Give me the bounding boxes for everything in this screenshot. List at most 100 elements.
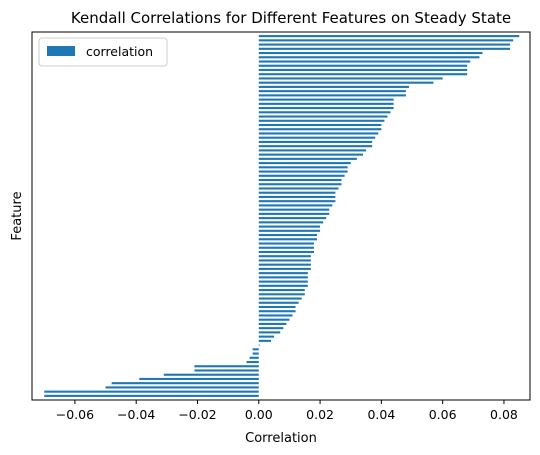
bar	[258, 39, 514, 42]
bar	[258, 272, 308, 275]
bar	[258, 250, 314, 254]
bar	[252, 348, 259, 351]
bar	[258, 145, 373, 148]
bar	[258, 305, 296, 309]
bar	[258, 322, 287, 325]
bar	[258, 242, 314, 245]
bar	[258, 43, 511, 46]
bar	[258, 111, 391, 114]
bar	[258, 225, 321, 228]
bar	[246, 360, 259, 364]
bar	[258, 149, 367, 152]
legend-entry-correlation: correlation	[86, 44, 153, 59]
bar	[258, 90, 406, 93]
bar	[258, 204, 333, 207]
bar	[258, 259, 311, 262]
bar	[258, 136, 376, 139]
bar	[258, 102, 394, 105]
x-tick-label: 0.00	[245, 407, 273, 422]
x-tick-label: −0.02	[178, 407, 216, 422]
x-axis-ticks: −0.06 −0.04 −0.02 0.00 0.02 0.04 0.06 0.08	[56, 400, 518, 422]
bar	[44, 390, 259, 393]
bar	[258, 310, 296, 313]
bar	[258, 60, 471, 63]
bar	[258, 339, 272, 342]
bar	[249, 356, 259, 359]
bar	[258, 301, 299, 304]
bar	[105, 386, 259, 389]
bar	[258, 200, 336, 203]
bar	[139, 377, 259, 381]
bar	[258, 85, 409, 88]
bar	[258, 255, 311, 258]
bar	[258, 132, 379, 135]
x-tick-label: 0.08	[490, 407, 518, 422]
bar	[258, 35, 520, 38]
bar	[194, 365, 259, 368]
bar	[258, 280, 308, 283]
bar	[258, 344, 260, 347]
bar	[258, 297, 302, 300]
y-axis-label: Feature	[10, 191, 25, 240]
bar	[258, 47, 511, 50]
bar	[258, 64, 468, 67]
chart-title: Kendall Correlations for Different Featu…	[71, 9, 511, 27]
legend-swatch	[47, 46, 75, 56]
bar	[258, 229, 321, 232]
plot-frame	[31, 31, 531, 401]
x-tick-label: −0.06	[56, 407, 94, 422]
bar	[258, 263, 311, 266]
bar	[258, 107, 394, 110]
bar	[252, 352, 259, 355]
bar	[258, 170, 348, 173]
bar	[258, 191, 336, 194]
bar	[258, 276, 308, 279]
bar	[258, 187, 339, 190]
bar	[258, 314, 293, 317]
bar	[258, 327, 284, 330]
legend-box	[38, 37, 168, 67]
bar	[194, 369, 259, 372]
bar	[258, 162, 351, 165]
bar	[258, 238, 318, 241]
bar	[258, 166, 348, 169]
bar	[258, 174, 345, 177]
bar	[258, 153, 363, 156]
bar	[258, 98, 394, 101]
x-tick-label: 0.04	[367, 407, 395, 422]
bar	[258, 115, 388, 118]
bar	[258, 267, 311, 270]
bar	[258, 56, 480, 59]
bar	[258, 140, 373, 143]
bar	[258, 51, 483, 55]
bar	[258, 157, 357, 160]
bar	[258, 94, 406, 97]
bar	[258, 217, 327, 220]
bar	[258, 195, 336, 199]
legend: correlation	[38, 37, 168, 67]
x-axis-label: Correlation	[245, 431, 317, 446]
bar	[258, 221, 324, 224]
bars-group	[44, 35, 520, 397]
bar	[258, 289, 305, 292]
bar	[258, 73, 468, 76]
bar	[258, 208, 330, 211]
bar	[111, 382, 259, 385]
bar	[258, 178, 342, 182]
bar	[44, 394, 259, 397]
bar	[258, 331, 281, 334]
bar	[258, 293, 305, 296]
bar	[258, 212, 330, 215]
bar	[258, 284, 308, 287]
bar	[258, 233, 318, 237]
x-tick-label: 0.02	[306, 407, 334, 422]
bar	[258, 68, 468, 72]
bar	[258, 119, 385, 122]
x-tick-label: 0.06	[429, 407, 457, 422]
bar	[258, 77, 443, 80]
bar	[163, 373, 259, 376]
x-tick-label: −0.04	[117, 407, 155, 422]
bar	[258, 335, 275, 338]
bar	[258, 128, 382, 131]
